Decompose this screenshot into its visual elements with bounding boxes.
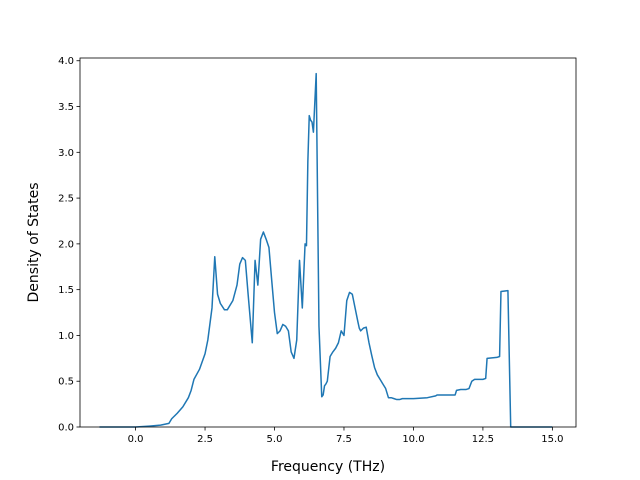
x-tick-label: 10.0	[402, 434, 424, 445]
x-tick-label: 0.0	[128, 434, 144, 445]
y-tick-label: 1.5	[58, 285, 74, 296]
x-axis-title: Frequency (THz)	[271, 459, 385, 475]
x-axis-ticks: 0.0 2.5 5.0 7.5 10.0 12.5 15.0	[128, 427, 564, 445]
y-tick-label: 3.5	[58, 102, 74, 113]
x-tick-label: 12.5	[472, 434, 494, 445]
x-tick-label: 7.5	[336, 434, 352, 445]
x-tick-label: 15.0	[541, 434, 563, 445]
y-tick-label: 0.5	[58, 377, 74, 388]
dos-series-line	[99, 72, 553, 428]
y-axis-title: Density of States	[26, 183, 42, 303]
y-tick-label: 4.0	[58, 56, 74, 67]
x-tick-label: 2.5	[197, 434, 213, 445]
axes-frame	[79, 57, 577, 428]
y-tick-label: 2.5	[58, 194, 74, 205]
y-tick-label: 2.0	[58, 239, 74, 250]
x-tick-label: 5.0	[267, 434, 283, 445]
y-axis-ticks: 0.0 0.5 1.0 1.5 2.0 2.5 3.0 3.5 4.0	[58, 56, 80, 434]
y-tick-label: 3.0	[58, 148, 74, 159]
y-tick-label: 1.0	[58, 331, 74, 342]
y-tick-label: 0.0	[58, 423, 74, 434]
